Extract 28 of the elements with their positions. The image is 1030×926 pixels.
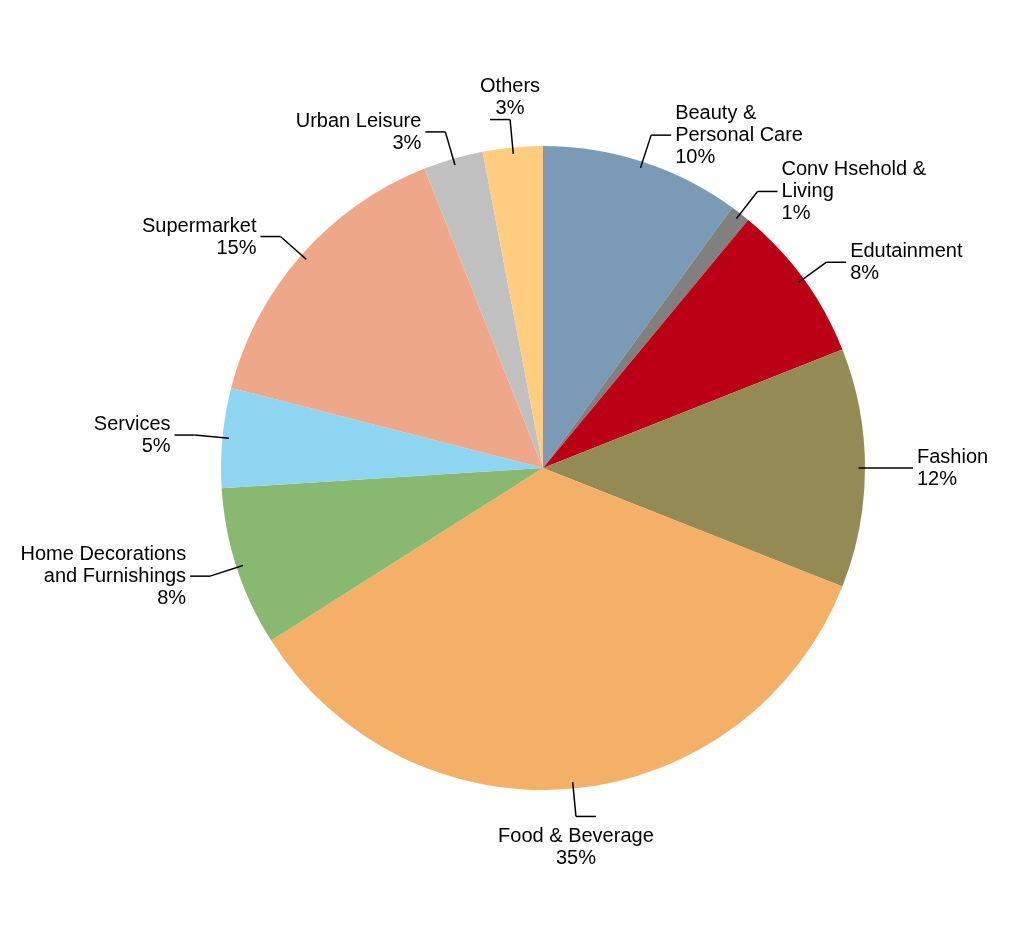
pie-slice xyxy=(221,387,543,489)
data-label: 1% xyxy=(781,201,811,224)
slice-label: Fashion xyxy=(917,445,989,467)
data-label: 35% xyxy=(555,846,597,869)
pie-slice xyxy=(543,146,733,468)
slice-label: Others xyxy=(480,73,541,96)
data-label: 10% xyxy=(675,145,716,168)
pie-slice xyxy=(543,219,843,468)
slice-label: Services xyxy=(93,412,171,435)
data-label: 5% xyxy=(141,434,171,457)
data-label: 8% xyxy=(157,586,187,609)
slice-label: Home Decorations and Furnishings xyxy=(20,542,187,587)
data-label: 8% xyxy=(850,261,880,284)
slice-label: Edutainment xyxy=(850,239,963,262)
slice-label: Supermarket xyxy=(141,213,257,236)
pie-slice xyxy=(424,151,543,468)
slice-label: Urban Leisure xyxy=(295,108,422,131)
data-label: 12% xyxy=(917,467,958,489)
pie-slice xyxy=(543,349,865,587)
pie-slice xyxy=(271,468,843,790)
slice-label: Food & Beverage xyxy=(498,824,654,847)
data-label: 3% xyxy=(495,95,525,118)
data-label: 3% xyxy=(392,130,422,153)
pie-slice xyxy=(221,468,543,641)
slice-label: Conv Hsehold & Living xyxy=(781,157,927,202)
slice-label: Beauty & Personal Care xyxy=(675,101,803,146)
data-label: 15% xyxy=(216,235,257,258)
pie-slice xyxy=(482,146,543,468)
